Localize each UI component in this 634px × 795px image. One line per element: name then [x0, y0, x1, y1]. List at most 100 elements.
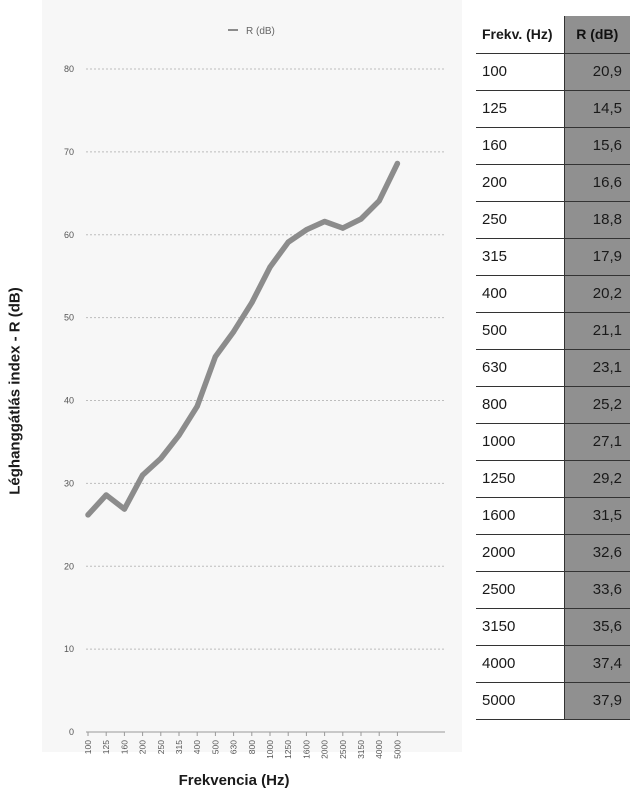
frequency-cell: 315 [476, 237, 564, 275]
x-tick-label: 125 [101, 740, 111, 754]
r-value-cell: 31,5 [563, 496, 630, 534]
data-point [285, 239, 291, 245]
x-tick-label: 2000 [320, 740, 330, 759]
frequency-cell: 500 [476, 311, 564, 349]
table-row: 3150 35,6 [476, 607, 630, 645]
r-value-cell: 17,9 [563, 237, 630, 275]
r-value-cell: 18,8 [563, 200, 630, 238]
x-tick-label: 160 [119, 740, 129, 754]
x-tick-label: 1600 [301, 740, 311, 759]
data-point [140, 472, 146, 478]
frequency-cell: 2000 [476, 533, 564, 571]
frequency-cell: 2500 [476, 570, 564, 608]
table-row: 1600 31,5 [476, 496, 630, 534]
data-point [231, 329, 237, 335]
series-line-r [85, 160, 401, 518]
data-point [103, 492, 109, 498]
table-row: 200 16,6 [476, 163, 630, 201]
x-tick-label: 4000 [374, 740, 384, 759]
r-value-cell: 16,6 [563, 163, 630, 201]
r-value-cell: 29,2 [563, 459, 630, 497]
legend-label: R (dB) [246, 26, 275, 37]
table-row: 400 20,2 [476, 274, 630, 312]
table-row: 4000 37,4 [476, 644, 630, 682]
y-tick-label: 80 [64, 64, 74, 74]
table-row: 800 25,2 [476, 385, 630, 423]
x-tick-label: 1000 [265, 740, 275, 759]
data-point [121, 506, 127, 512]
frequency-cell: 5000 [476, 681, 564, 720]
table-row: 2500 33,6 [476, 570, 630, 608]
data-point [194, 403, 200, 409]
y-tick-label: 30 [64, 478, 74, 488]
data-point [267, 264, 273, 270]
frequency-cell: 630 [476, 348, 564, 386]
x-tick-label: 315 [174, 740, 184, 754]
data-point [394, 160, 400, 167]
line-chart: 0 10 20 30 40 50 60 70 80 100 125 160 200 250 315 400 50… [64, 26, 445, 759]
r-value-cell: 27,1 [563, 422, 630, 460]
r-value-cell: 37,9 [563, 681, 630, 720]
data-point [358, 216, 364, 222]
r-value-cell: 37,4 [563, 644, 630, 682]
table-row: 1000 27,1 [476, 422, 630, 460]
r-value-cell: 21,1 [563, 311, 630, 349]
x-tick-label: 5000 [392, 740, 402, 759]
data-point [212, 353, 218, 360]
table-body: 100 20,9 125 14,5 160 15,6 200 16,6 250 18,8 315 17… [476, 52, 630, 720]
x-tick-label: 100 [83, 740, 93, 754]
table-row: 160 15,6 [476, 126, 630, 164]
frequency-cell: 4000 [476, 644, 564, 682]
table-row: 100 20,9 [476, 52, 630, 90]
table-row: 315 17,9 [476, 237, 630, 275]
data-point [158, 455, 164, 462]
data-point [322, 218, 328, 225]
y-tick-label: 20 [64, 561, 74, 571]
data-point [340, 225, 346, 231]
frequency-cell: 1000 [476, 422, 564, 460]
r-value-cell: 23,1 [563, 348, 630, 386]
r-value-cell: 35,6 [563, 607, 630, 645]
data-point [249, 300, 255, 306]
table-header-r: R (dB) [563, 16, 630, 53]
data-point [303, 227, 309, 233]
data-table: Frekv. (Hz) R (dB) 100 20,9 125 14,5 160 15,6… [476, 16, 630, 720]
frequency-cell: 1250 [476, 459, 564, 497]
x-tick-label: 500 [210, 740, 220, 754]
table-row: 2000 32,6 [476, 533, 630, 571]
frequency-cell: 800 [476, 385, 564, 423]
x-tick-label: 200 [138, 740, 148, 754]
r-value-cell: 15,6 [563, 126, 630, 164]
x-axis-title: Frekvencia (Hz) [178, 772, 290, 789]
table-row: 125 14,5 [476, 89, 630, 127]
y-tick-label: 60 [64, 230, 74, 240]
frequency-cell: 250 [476, 200, 564, 238]
frequency-cell: 160 [476, 126, 564, 164]
y-tick-label: 40 [64, 396, 74, 406]
frequency-cell: 3150 [476, 607, 564, 645]
r-value-cell: 33,6 [563, 570, 630, 608]
x-tick-label: 2500 [338, 740, 348, 759]
data-point [85, 512, 91, 518]
table-header-row: Frekv. (Hz) R (dB) [476, 16, 630, 53]
table-row: 250 18,8 [476, 200, 630, 238]
data-point [176, 432, 182, 438]
r-value-cell: 14,5 [563, 89, 630, 127]
y-tick-label: 70 [64, 147, 74, 157]
r-value-cell: 20,2 [563, 274, 630, 312]
y-tick-label: 0 [69, 727, 74, 737]
data-point [376, 198, 382, 204]
y-axis-title: Léghanggátlás index - R (dB) [6, 287, 24, 495]
table-row: 500 21,1 [476, 311, 630, 349]
frequency-cell: 1600 [476, 496, 564, 534]
x-tick-label: 3150 [356, 740, 366, 759]
plot-area [42, 0, 462, 752]
frequency-cell: 125 [476, 89, 564, 127]
y-tick-label: 10 [64, 644, 74, 654]
x-tick-label: 400 [192, 740, 202, 754]
y-tick-label: 50 [64, 313, 74, 323]
x-tick-label: 800 [247, 740, 257, 754]
x-tick-label: 1250 [283, 740, 293, 759]
r-value-cell: 32,6 [563, 533, 630, 571]
frequency-cell: 100 [476, 52, 564, 90]
